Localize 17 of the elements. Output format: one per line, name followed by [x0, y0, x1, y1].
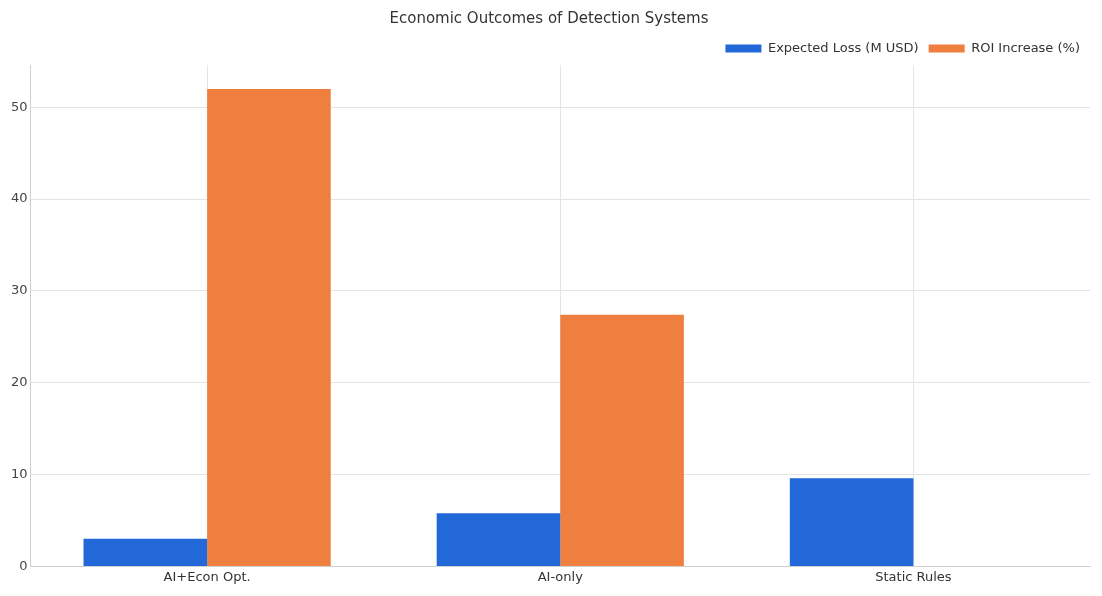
bar: [436, 513, 561, 566]
bar: [560, 314, 684, 566]
bar: [83, 538, 208, 566]
x-tick-label: AI-only: [537, 568, 584, 584]
legend-label: ROI Increase (%): [971, 39, 1080, 55]
x-tick-label: AI+Econ Opt.: [163, 568, 251, 584]
y-tick-label: 20: [11, 374, 28, 390]
x-tick-label: Static Rules: [875, 568, 952, 584]
y-tick-label: 0: [19, 557, 28, 573]
chart-title: Economic Outcomes of Detection Systems: [389, 8, 709, 27]
bar: [207, 88, 331, 566]
y-tick-label: 40: [11, 190, 28, 206]
bar: [789, 478, 914, 566]
legend-label: Expected Loss (M USD): [767, 39, 919, 55]
y-tick-label: 10: [11, 465, 28, 481]
y-tick-label: 30: [11, 282, 28, 298]
y-tick-label: 50: [11, 98, 28, 114]
